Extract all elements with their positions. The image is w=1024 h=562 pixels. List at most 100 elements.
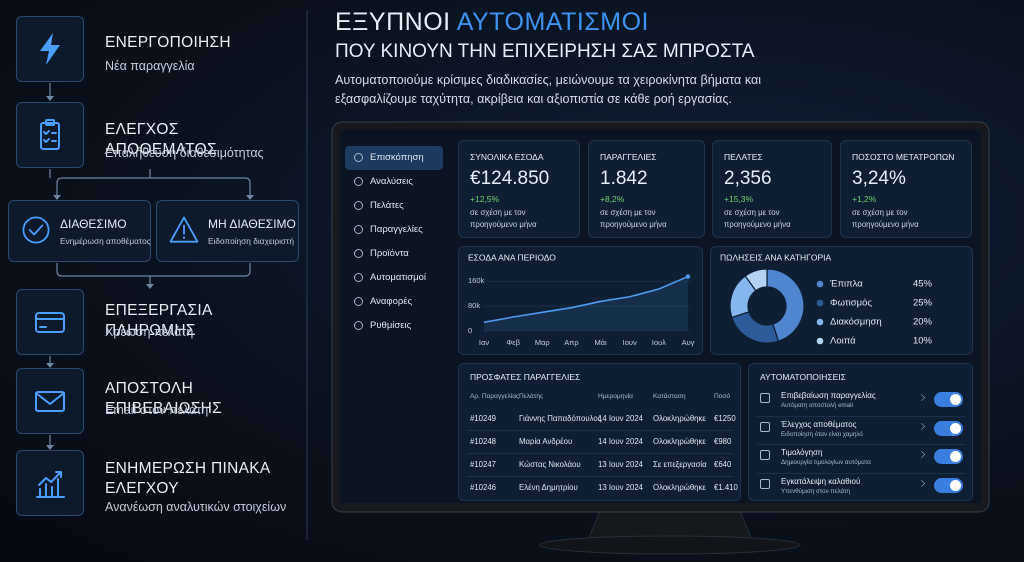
row-divider [757,415,965,417]
nav-label[interactable]: Πελάτες [370,200,404,211]
branch-subtitle: Ειδοποίηση διαχειριστή [208,236,294,246]
icon-rect [45,119,55,126]
table-cell: #10248 [470,437,497,446]
kpi-card: ΠΕΛΑΤΕΣ 2,356 +15,3% σε σχέση με τον προηγο… [712,140,832,238]
item-subtitle: Δημιουργία τιμολογίων αυτόματα [781,459,871,466]
nav-label[interactable]: Προϊόντα [370,248,409,259]
item-icon [760,450,770,460]
kpi-label: ΠΑΡΑΓΓΕΛΙΕΣ [600,152,657,162]
step-subtitle: Νέα παραγγελία [105,59,195,73]
toggle[interactable] [934,477,963,493]
nav-label[interactable]: Επισκόπηση [370,152,424,163]
flow-arrowheads [46,96,254,450]
kpi-change: +12,5% [470,194,500,204]
step-icon-box [16,368,84,434]
monitor-base [539,535,801,555]
nav-label[interactable]: Αναλύσεις [370,176,413,187]
nav-label[interactable]: Παραγγελίες [370,224,423,235]
step-icon-box [16,102,84,168]
item-title: Επιβεβαίωση παραγγελίας [781,391,876,400]
automations-card: ΑΥΤΟΜΑΤΟΠΟΙΗΣΕΙΣ Επιβεβαίωση παραγγελίας Α… [748,363,973,501]
step-title: ΕΛΕΓΧΟΣ ΑΠΟΘΕΜΑΤΟΣ [105,121,217,158]
table-cell: Ελένη Δημητρίου [519,483,578,492]
header-subtitle: ΠΟΥ ΚΙΝΟΥΝ ΤΗΝ ΕΠΙΧΕΙΡΗΣΗ ΣΑΣ ΜΠΡΟΣΤΑ [335,41,755,62]
chevron[interactable] [917,450,926,459]
row-divider [467,453,733,454]
item-icon [760,478,770,489]
nav-item[interactable]: Ρυθμίσεις [345,314,443,338]
icon-svg [40,33,60,65]
icon [166,212,202,248]
icon-rect [35,391,65,412]
icon-svg [169,216,199,243]
nav-item[interactable]: Αναλύσεις [345,170,443,194]
step-title: ΕΝΕΡΓΟΠΟΙΗΣΗ [105,34,231,51]
row-divider [467,430,733,431]
header-description: Αυτοματοποιούμε κρίσιμες διαδικασίες, με… [335,73,762,106]
nav-icon [354,201,363,210]
automations-title: ΑΥΤΟΜΑΤΟΠΟΙΗΣΕΙΣ [760,372,846,382]
nav-label[interactable]: Ρυθμίσεις [370,320,412,331]
icon-path [28,224,44,236]
icon-svg [35,391,65,412]
kpi-value: 1.842 [600,168,648,189]
icon-path [169,216,199,243]
orders-card: ΠΡΟΣΦΑΤΕΣ ΠΑΡΑΓΓΕΛΙΕΣ Αρ. Παραγγελίας Πελά… [458,363,741,501]
table-header: Αρ. Παραγγελίας [470,393,520,400]
table-header: Ημερομηνία [598,393,633,400]
nav-item[interactable]: Αναφορές [345,290,443,314]
icon-path [36,471,65,498]
toggle[interactable] [934,449,963,464]
arrowhead [246,195,254,200]
table-header: Κατάσταση [653,393,686,400]
row-divider [467,476,733,477]
connector [56,263,251,286]
kpi-card: ΠΑΡΑΓΓΕΛΙΕΣ 1.842 +8,2% σε σχέση με τον προ… [588,140,705,238]
branch-subtitle: Ενημέρωση αποθέματος [60,236,151,246]
icon [30,463,70,503]
title-accent: ΑΥΤΟΜΑΤΙΣΜΟΙ [456,8,649,36]
arrowhead [46,363,54,368]
icon-svg [36,471,65,498]
kpi-label: ΠΟΣΟΣΤΟ ΜΕΤΑΤΡΟΠΩΝ [852,152,955,162]
nav-label[interactable]: Αυτοματισμοί [370,272,426,283]
chevron[interactable] [917,393,926,402]
step-title: ΕΠΕΞΕΡΓΑΣΙΑ ΠΛΗΡΩΜΗΣ [105,302,212,339]
nav-icon [354,273,363,282]
nav-icon [354,177,363,186]
nav-item[interactable]: Αυτοματισμοί [345,266,443,290]
kpi-change: +15,3% [724,194,754,204]
kpi-change: +1,2% [852,194,877,204]
nav-label[interactable]: Αναφορές [370,296,413,307]
icon-path [35,392,65,405]
icon-svg [22,216,50,244]
table-cell: 13 Ιουν 2024 [598,460,644,469]
icon [18,212,54,248]
kpi-note: σε σχέση με τον προηγούμενο μήνα [600,208,667,229]
nav-item[interactable]: Παραγγελίες [345,218,443,242]
toggle[interactable] [934,392,963,407]
item-subtitle: Υπενθύμιση στον πελάτη [781,487,850,495]
table-cell: Κώστας Νικολάου [519,460,581,469]
nav-icon [354,321,363,330]
toggle-knob[interactable] [950,394,961,405]
nav-icon [354,153,363,162]
toggle[interactable] [934,420,963,436]
icon [30,302,70,342]
table-cell: #10246 [470,483,497,492]
nav-item[interactable]: Επισκόπηση [345,146,443,170]
toggle-knob[interactable] [950,451,961,462]
table-cell: Γιάννης Παπαδόπουλος [519,414,602,423]
nav-item[interactable]: Πελάτες [345,194,443,218]
row-divider [757,444,965,445]
chevron[interactable] [917,422,926,430]
nav-item[interactable]: Προϊόντα [345,242,443,266]
toggle-knob[interactable] [950,479,961,491]
table-cell: €980 [714,437,732,446]
icon [30,381,70,421]
chevron[interactable] [917,479,926,487]
table-cell: Ολοκληρώθηκε [653,437,706,446]
toggle-knob[interactable] [950,422,961,434]
